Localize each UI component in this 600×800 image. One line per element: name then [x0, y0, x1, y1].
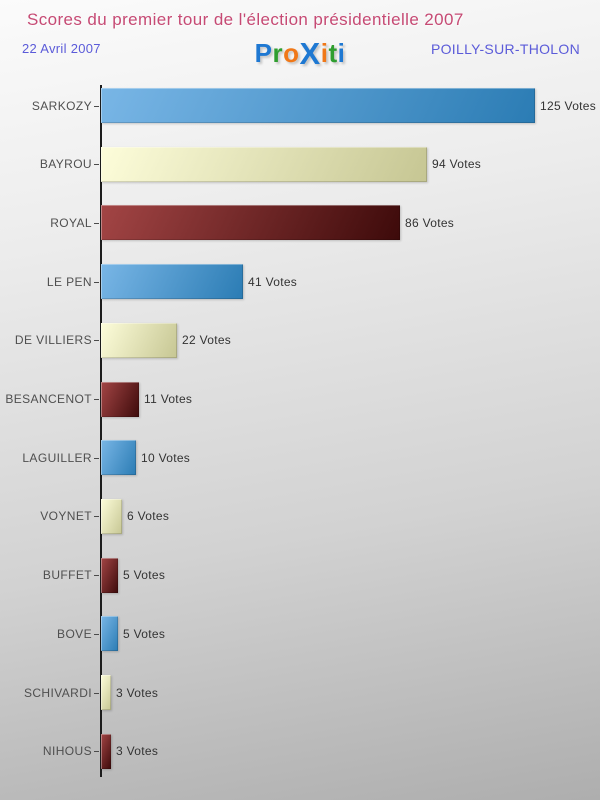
logo-letter: r: [272, 38, 284, 68]
candidate-label: LAGUILLER: [22, 450, 92, 465]
vote-bar: [101, 264, 243, 300]
axis-tick-icon: [94, 692, 99, 694]
location-label: POILLY-SUR-THOLON: [430, 41, 580, 57]
axis-tick-icon: [94, 281, 99, 283]
candidate-label: SCHIVARDI: [23, 685, 92, 700]
candidate-label: LE PEN: [46, 274, 92, 289]
candidate-label: NIHOUS: [42, 744, 92, 759]
axis-tick-icon: [94, 575, 99, 577]
vote-bar: [101, 381, 139, 417]
vote-bar: [101, 205, 400, 241]
bar-row: VOYNET 6 Votes: [0, 498, 600, 534]
bar-row: LAGUILLER 10 Votes: [0, 440, 600, 476]
axis-tick-icon: [94, 457, 99, 459]
candidate-label: BOVE: [57, 626, 92, 641]
axis-tick-icon: [94, 751, 99, 753]
votes-value-label: 94 Votes: [432, 157, 482, 172]
vote-bar: [101, 322, 177, 358]
vote-bar: [101, 440, 136, 476]
votes-value-label: 22 Votes: [182, 333, 232, 348]
votes-value-label: 5 Votes: [123, 568, 166, 583]
bar-row: BUFFET 5 Votes: [0, 557, 600, 593]
votes-value-label: 3 Votes: [116, 744, 159, 759]
vote-bar: [101, 146, 427, 182]
logo-letter: i: [337, 38, 346, 68]
bar-row: BAYROU 94 Votes: [0, 146, 600, 182]
candidate-label: DE VILLIERS: [14, 333, 92, 348]
bar-row: LE PEN 41 Votes: [0, 264, 600, 300]
logo-letter: X: [299, 36, 321, 71]
chart-date: 22 Avril 2007: [22, 41, 101, 56]
axis-tick-icon: [94, 399, 99, 400]
vote-bar: [101, 557, 118, 593]
votes-value-label: 10 Votes: [141, 450, 191, 465]
votes-value-label: 5 Votes: [123, 626, 166, 641]
votes-value-label: 6 Votes: [127, 509, 170, 524]
axis-tick-icon: [94, 340, 99, 342]
axis-tick-icon: [94, 105, 99, 107]
bar-row: BESANCENOT 11 Votes: [0, 381, 600, 417]
votes-value-label: 41 Votes: [248, 274, 298, 289]
bar-chart: SARKOZY 125 Votes BAYROU 94 Votes ROYAL 86 Vo…: [0, 85, 600, 800]
candidate-label: BUFFET: [42, 568, 92, 583]
axis-tick-icon: [94, 516, 99, 518]
logo-letter: i: [320, 38, 329, 68]
candidate-label: SARKOZY: [31, 98, 92, 113]
axis-tick-icon: [94, 164, 99, 166]
y-axis-line: [100, 85, 102, 777]
bar-row: ROYAL 86 Votes: [0, 205, 600, 241]
vote-bar: [101, 498, 122, 534]
votes-value-label: 3 Votes: [116, 685, 159, 700]
vote-bar: [101, 675, 111, 710]
votes-value-label: 86 Votes: [405, 215, 455, 230]
votes-value-label: 11 Votes: [144, 392, 193, 406]
proxiti-logo: ProXiti: [0, 34, 600, 71]
candidate-label: BAYROU: [39, 157, 92, 172]
bar-row: SARKOZY 125 Votes: [0, 88, 600, 123]
candidate-label: ROYAL: [50, 215, 92, 230]
axis-tick-icon: [94, 222, 99, 224]
bar-row: DE VILLIERS 22 Votes: [0, 322, 600, 358]
logo-letter: o: [283, 38, 300, 68]
vote-bar: [101, 616, 118, 652]
vote-bar: [101, 733, 111, 769]
logo-letter: P: [254, 38, 273, 68]
axis-tick-icon: [94, 633, 99, 635]
logo-letter: t: [328, 38, 338, 68]
candidate-label: BESANCENOT: [5, 392, 92, 406]
bar-row: NIHOUS 3 Votes: [0, 733, 600, 769]
chart-title: Scores du premier tour de l'élection pré…: [27, 10, 464, 29]
bar-row: BOVE 5 Votes: [0, 616, 600, 652]
candidate-label: VOYNET: [40, 509, 92, 524]
votes-value-label: 125 Votes: [540, 98, 597, 113]
vote-bar: [101, 88, 535, 123]
bar-row: SCHIVARDI 3 Votes: [0, 675, 600, 710]
